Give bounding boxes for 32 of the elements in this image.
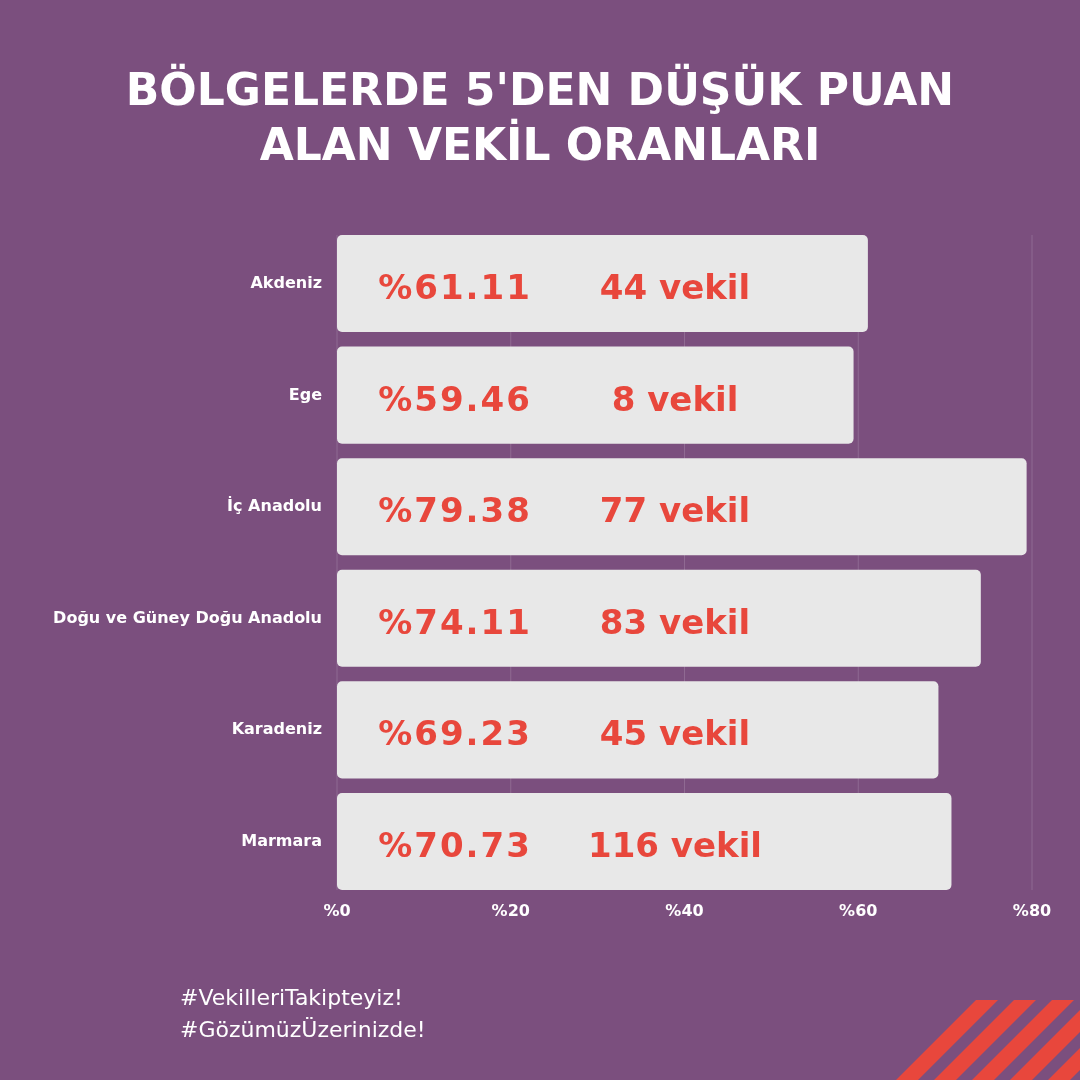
annotation: 45 vekil [599,713,751,754]
text: #VekilleriTakipteyiz! [180,985,403,1010]
data-label: %61.11 [378,267,532,308]
bar [337,235,868,333]
bar [337,569,981,667]
annotation: 116 vekil [588,824,762,865]
annotation: 8 vekil [611,378,739,419]
y-tick-label: Ege [288,384,323,404]
y-tick-label: Marmara [241,830,322,850]
data-label: %79.38 [378,490,532,531]
y-tick-label: İç Anadolu [227,496,322,516]
y-tick-label: Akdeniz [250,273,322,293]
annotation: 44 vekil [599,267,751,308]
y-tick-label: Doğu ve Güney Doğu Anadolu [53,607,322,627]
x-tick-label: %0 [323,901,351,920]
text: #GözümüzÜzerinizde! [180,1017,426,1042]
bar [337,458,1027,556]
data-label: %70.73 [378,824,532,865]
x-tick-label: %20 [491,901,530,920]
data-label: %69.23 [378,713,532,754]
annotation: 83 vekil [599,601,751,642]
chart-title: BÖLGELERDE 5'DEN DÜŞÜK PUAN ALAN VEKİL ORANLARI [125,63,955,170]
data-label: %59.46 [378,378,532,419]
x-tick-label: %40 [665,901,704,920]
y-tick-label: Karadeniz [231,719,322,739]
x-tick-label: %60 [839,901,878,920]
data-label: %74.11 [378,601,532,642]
bar [337,346,854,444]
bar [337,681,939,779]
bar [337,792,952,890]
x-tick-label: %80 [1012,901,1052,920]
annotation: 77 vekil [599,490,751,531]
